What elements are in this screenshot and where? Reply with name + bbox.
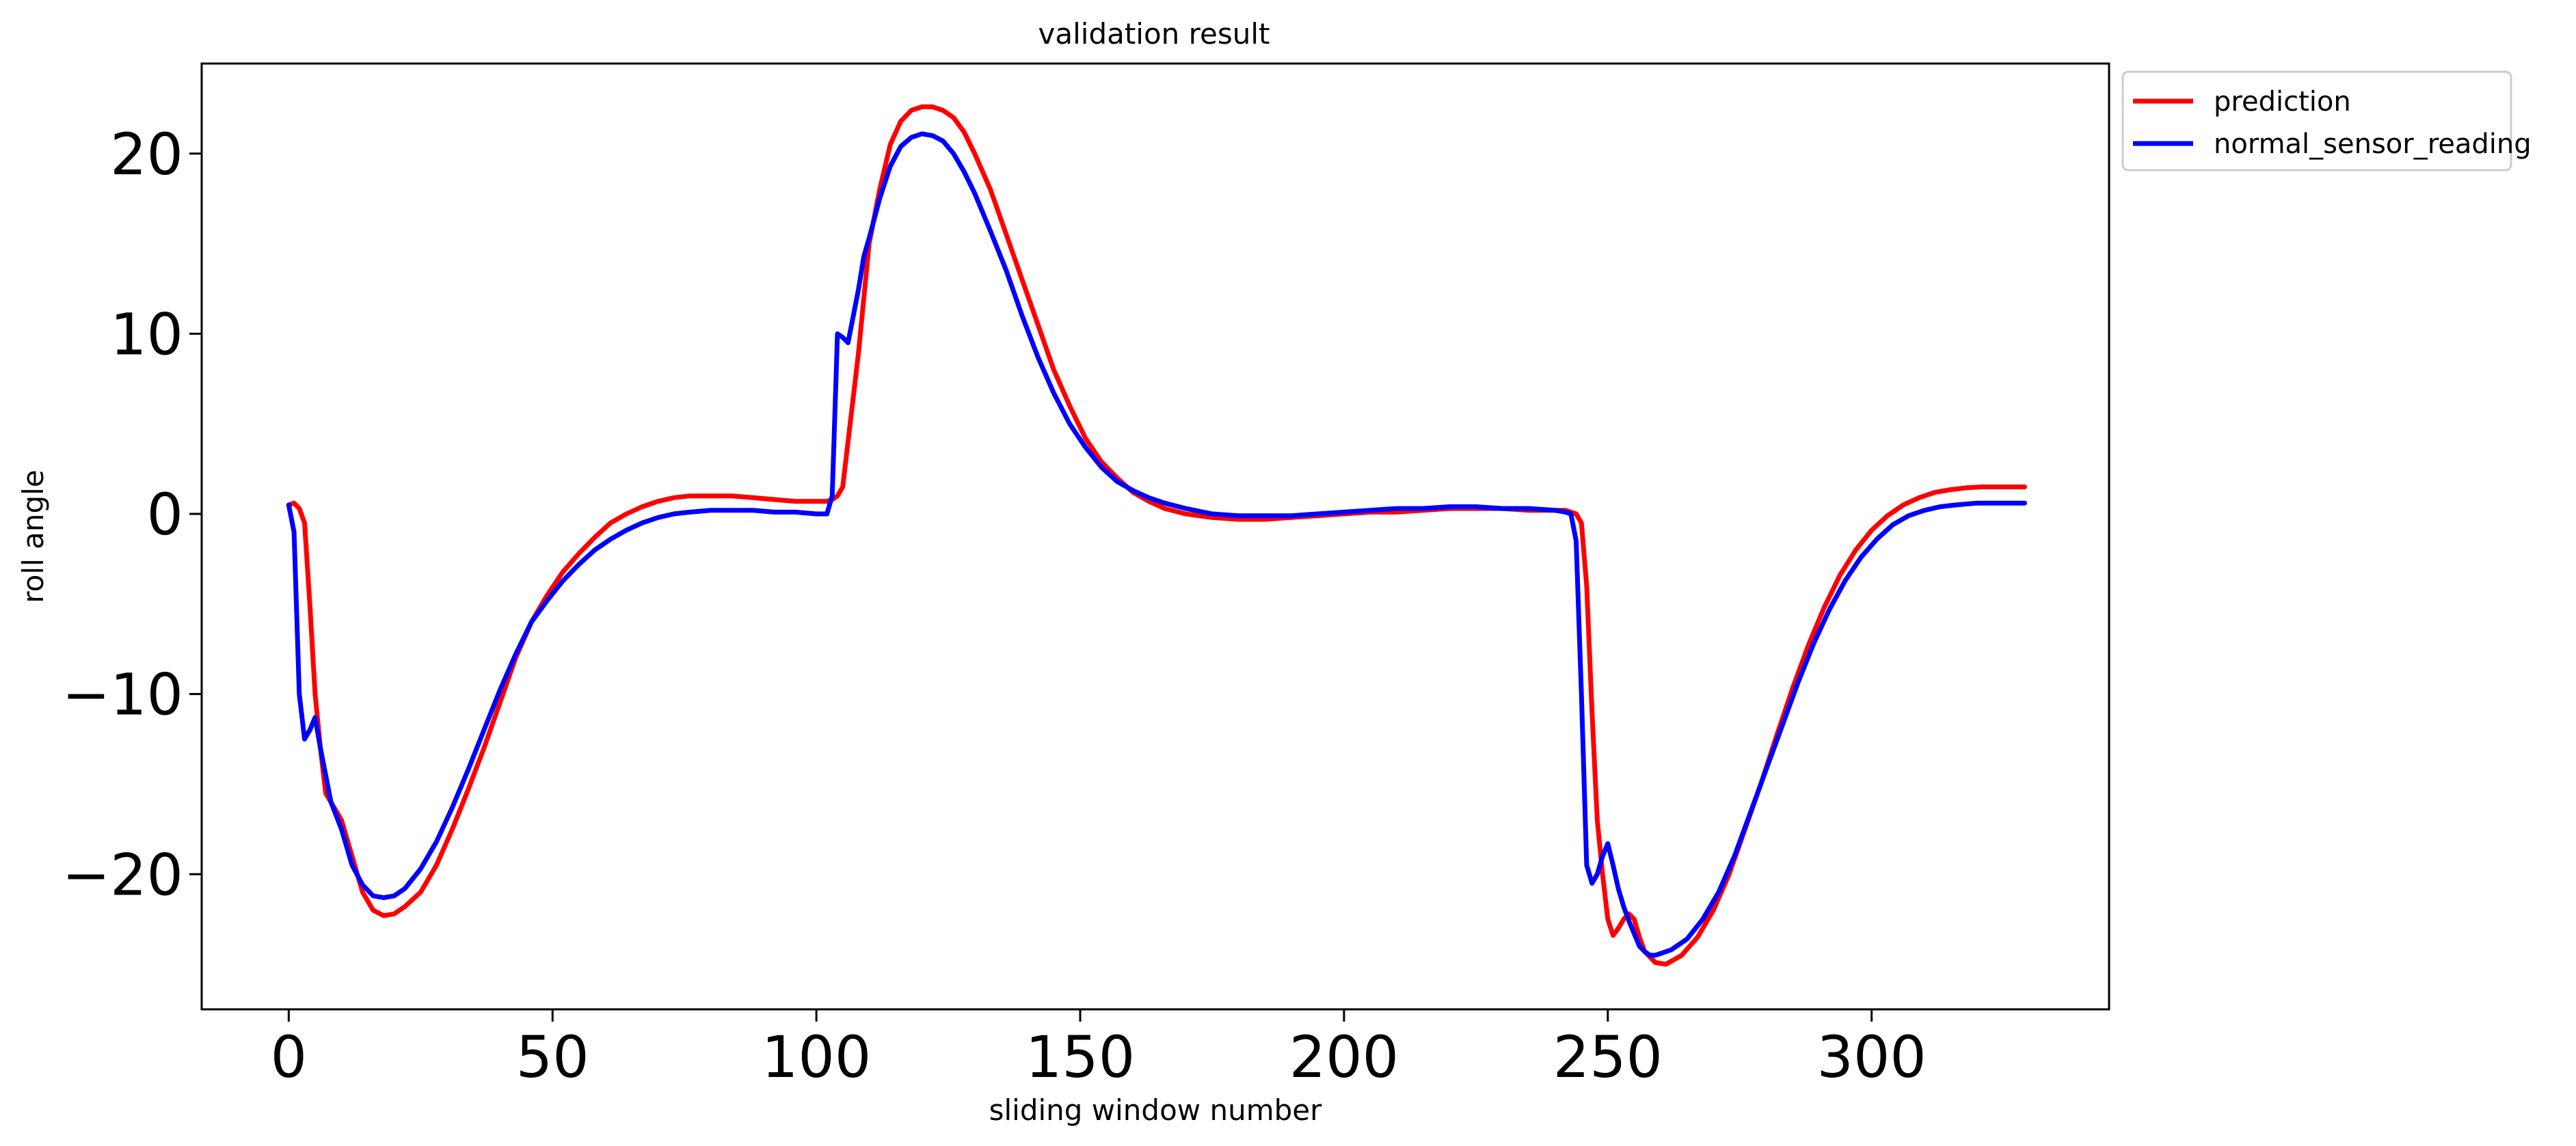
x-axis-label: sliding window number <box>989 1093 1323 1127</box>
y-tick-label: 20 <box>110 121 183 188</box>
y-axis-label: roll angle <box>16 469 50 603</box>
y-axis: −20 −10 0 10 20 <box>62 121 202 908</box>
legend: prediction normal_sensor_reading <box>2121 70 2532 172</box>
chart-title: validation result <box>1038 17 1270 51</box>
x-tick-label: 250 <box>1553 1024 1663 1091</box>
x-tick-label: 300 <box>1817 1024 1927 1091</box>
legend-label-normal-sensor-reading: normal_sensor_reading <box>2214 128 2532 160</box>
legend-box <box>2121 70 2512 172</box>
series-line-prediction <box>286 104 2027 967</box>
plot-frame <box>200 62 2110 1011</box>
y-tick-label: 10 <box>110 301 183 368</box>
y-tick-label: −10 <box>62 661 183 728</box>
x-tick-label: 200 <box>1289 1024 1399 1091</box>
x-axis: 0 50 100 150 200 250 300 <box>271 1009 1927 1091</box>
y-tick-label: 0 <box>147 481 183 548</box>
x-tick-label: 50 <box>516 1024 589 1091</box>
series-line-normal-sensor-reading <box>286 131 2027 958</box>
series-layer <box>286 104 2027 967</box>
y-tick-label: −20 <box>62 841 183 908</box>
x-tick-label: 150 <box>1025 1024 1135 1091</box>
x-tick-label: 0 <box>271 1024 307 1091</box>
x-tick-label: 100 <box>762 1024 871 1091</box>
legend-label-prediction: prediction <box>2214 86 2351 118</box>
